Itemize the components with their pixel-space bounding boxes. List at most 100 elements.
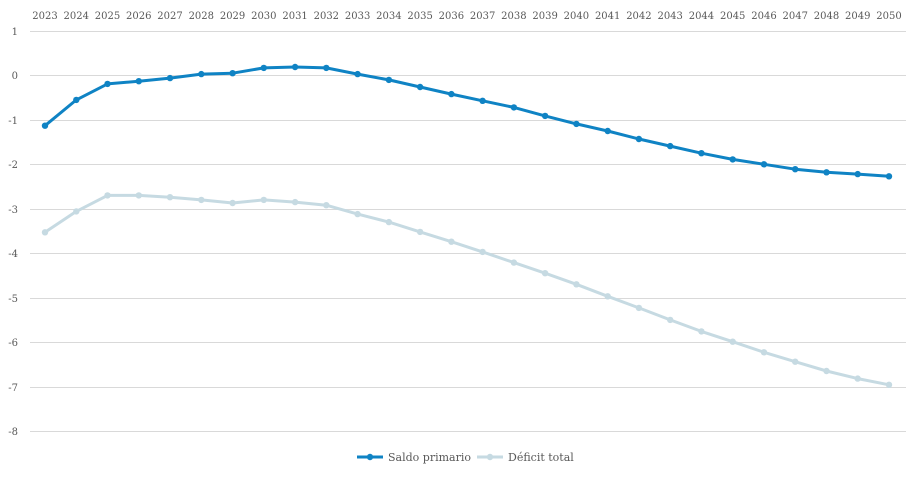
data-point bbox=[41, 122, 49, 129]
x-tick-label: 2047 bbox=[782, 11, 807, 22]
data-point bbox=[166, 194, 174, 201]
data-point bbox=[792, 358, 799, 365]
x-tick-label: 2034 bbox=[376, 11, 401, 22]
y-tick-label: -5 bbox=[8, 294, 18, 305]
data-point bbox=[166, 74, 174, 82]
x-tick-label: 2042 bbox=[626, 11, 651, 22]
data-point bbox=[854, 375, 861, 382]
x-tick-label: 2028 bbox=[189, 11, 214, 22]
x-tick-label: 2032 bbox=[314, 11, 339, 22]
data-point bbox=[385, 218, 393, 226]
x-axis: 2023 2024 2025 2026 2027 2028 2029 2030 2031 2032… bbox=[32, 11, 901, 22]
data-point bbox=[541, 112, 549, 120]
data-point bbox=[573, 120, 580, 128]
x-tick-label: 2039 bbox=[532, 11, 557, 22]
x-tick-label: 2024 bbox=[64, 11, 89, 22]
x-tick-label: 2035 bbox=[407, 11, 432, 22]
series-line bbox=[43, 193, 891, 387]
y-tick-label: -8 bbox=[8, 427, 18, 438]
x-tick-label: 2036 bbox=[439, 11, 464, 22]
y-tick-label: -3 bbox=[8, 205, 18, 216]
data-point bbox=[416, 228, 424, 236]
x-tick-label: 2033 bbox=[345, 11, 370, 22]
y-tick-label: -1 bbox=[8, 116, 18, 127]
data-point bbox=[135, 78, 142, 85]
data-point bbox=[416, 83, 424, 91]
legend-label: Déficit total bbox=[508, 451, 574, 464]
data-point bbox=[510, 259, 518, 266]
data-point bbox=[229, 199, 236, 207]
data-point bbox=[792, 166, 799, 173]
y-tick-label: 1 bbox=[12, 27, 18, 38]
data-point bbox=[760, 349, 768, 356]
x-tick-label: 2043 bbox=[657, 11, 682, 22]
y-tick-label: -7 bbox=[8, 383, 18, 394]
data-point bbox=[135, 192, 142, 199]
series-group bbox=[41, 63, 893, 388]
x-tick-label: 2041 bbox=[595, 11, 620, 22]
x-tick-label: 2045 bbox=[720, 11, 745, 22]
data-point bbox=[729, 156, 736, 163]
legend: Saldo primario Déficit total bbox=[357, 451, 574, 464]
data-point bbox=[198, 196, 205, 204]
x-tick-label: 2049 bbox=[845, 11, 870, 22]
x-tick-label: 2027 bbox=[157, 11, 182, 22]
data-point bbox=[354, 210, 361, 218]
legend-item: Saldo primario bbox=[357, 451, 471, 464]
x-tick-label: 2023 bbox=[32, 11, 57, 22]
data-point bbox=[260, 196, 267, 204]
data-point bbox=[854, 170, 861, 178]
series-deficit-total bbox=[41, 192, 893, 388]
data-point bbox=[479, 97, 486, 105]
data-point bbox=[541, 270, 549, 277]
x-tick-label: 2044 bbox=[689, 11, 714, 22]
y-axis: 1 0 -1 -2 -3 -4 -5 -6 -7 -8 bbox=[8, 27, 18, 438]
data-point bbox=[198, 70, 205, 78]
data-point bbox=[104, 80, 111, 88]
data-point bbox=[698, 150, 705, 157]
data-point bbox=[229, 70, 236, 77]
y-tick-label: -4 bbox=[8, 249, 18, 260]
x-tick-label: 2025 bbox=[95, 11, 120, 22]
x-tick-label: 2030 bbox=[251, 11, 276, 22]
data-point bbox=[448, 238, 455, 245]
data-point bbox=[885, 173, 893, 180]
data-point bbox=[604, 293, 611, 300]
data-point bbox=[760, 161, 768, 168]
data-point bbox=[823, 169, 830, 176]
data-point bbox=[323, 202, 330, 209]
x-tick-label: 2048 bbox=[814, 11, 839, 22]
legend-swatch-marker bbox=[366, 453, 374, 461]
y-tick-label: -2 bbox=[8, 160, 18, 171]
data-point bbox=[73, 96, 80, 104]
data-point bbox=[885, 381, 893, 388]
data-point bbox=[667, 142, 674, 150]
data-point bbox=[729, 338, 736, 345]
data-point bbox=[573, 281, 580, 288]
data-point bbox=[323, 64, 330, 72]
data-point bbox=[510, 104, 518, 111]
x-tick-label: 2026 bbox=[126, 11, 151, 22]
data-point bbox=[73, 208, 80, 215]
data-point bbox=[667, 316, 674, 324]
data-point bbox=[385, 76, 393, 84]
x-tick-label: 2050 bbox=[876, 11, 901, 22]
x-tick-label: 2046 bbox=[751, 11, 776, 22]
x-tick-label: 2037 bbox=[470, 11, 495, 22]
data-point bbox=[635, 304, 643, 312]
y-tick-label: 0 bbox=[12, 71, 18, 82]
legend-label: Saldo primario bbox=[388, 451, 471, 464]
legend-item: Déficit total bbox=[477, 451, 574, 464]
data-point bbox=[448, 90, 455, 98]
data-point bbox=[823, 367, 830, 375]
y-tick-label: -6 bbox=[8, 338, 18, 349]
data-point bbox=[291, 63, 299, 71]
legend-swatch-marker bbox=[486, 453, 494, 461]
x-tick-label: 2029 bbox=[220, 11, 245, 22]
data-point bbox=[635, 135, 643, 143]
data-point bbox=[354, 70, 361, 78]
x-tick-label: 2040 bbox=[564, 11, 589, 22]
data-point bbox=[604, 127, 611, 135]
gridlines bbox=[30, 31, 906, 432]
